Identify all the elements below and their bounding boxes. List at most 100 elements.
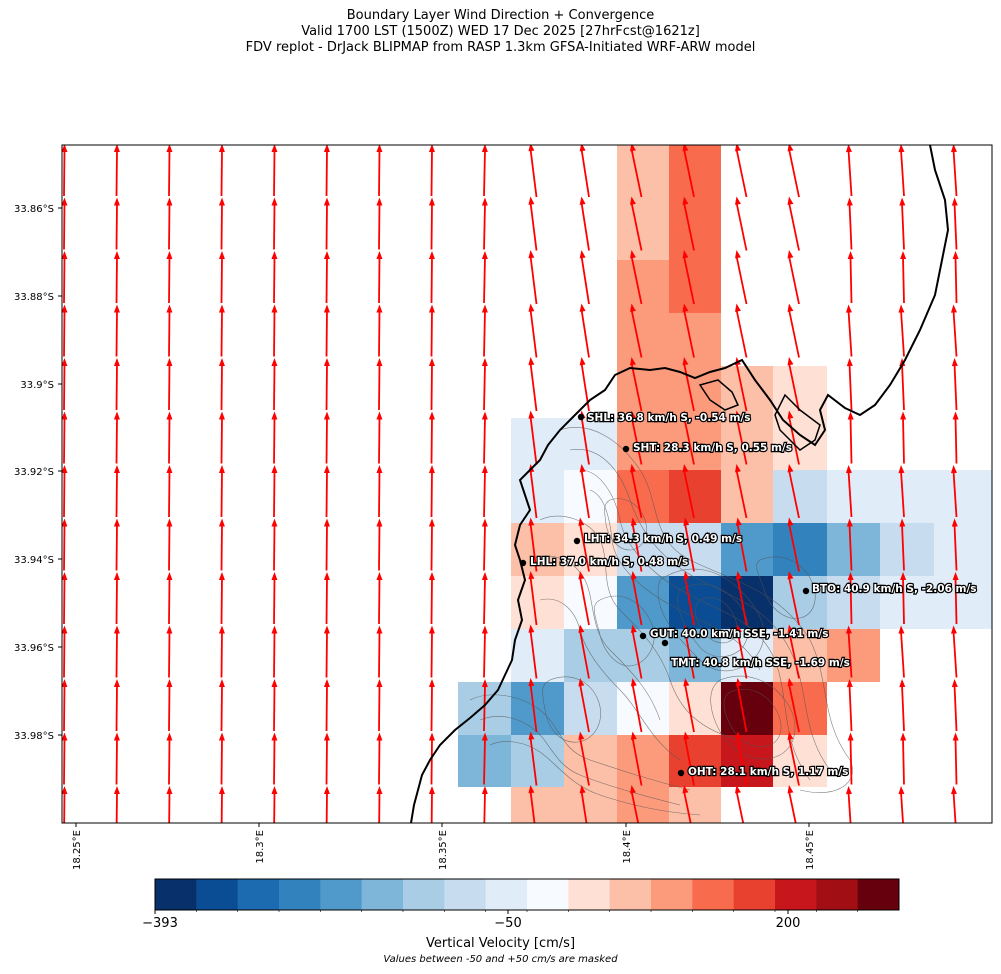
convergence-grid: [458, 145, 992, 823]
grid-cell: [669, 313, 721, 366]
grid-cell: [773, 735, 827, 787]
wind-arrow: [271, 786, 278, 823]
lon-tick-label: 18.45°E: [805, 830, 816, 870]
colorbar-segment: [485, 879, 528, 910]
wind-arrow: [376, 625, 383, 678]
wind-arrow: [735, 731, 748, 786]
wind-arrow: [62, 304, 68, 357]
wind-arrow: [62, 786, 68, 823]
grid-cell: [617, 366, 669, 418]
wind-arrow: [113, 786, 120, 823]
wind-arrow: [682, 145, 695, 198]
wind-arrow: [481, 679, 488, 732]
colorbar-tick-mid: −50: [494, 916, 522, 931]
colorbar-note: Values between -50 and +50 cm/s are mask…: [383, 954, 618, 965]
grid-cell: [934, 576, 992, 629]
wind-arrow: [166, 197, 173, 250]
grid-cell: [617, 260, 669, 313]
wind-arrow: [428, 625, 435, 678]
wind-arrow: [950, 625, 958, 678]
wind-arrow: [845, 465, 853, 518]
station-lht[interactable]: LHT: 34.3 km/h S, 0.49 m/s: [573, 532, 743, 546]
station-label: LHT: 34.3 km/h S, 0.49 m/s: [584, 533, 742, 545]
colorbar-tick-min: −393: [142, 916, 178, 931]
grid-cell: [511, 576, 564, 629]
grid-cell: [617, 682, 669, 735]
wind-arrow: [62, 145, 68, 197]
wind-arrow: [62, 732, 68, 785]
grid-cell: [511, 470, 564, 523]
wind-arrow: [62, 197, 68, 250]
station-lhl[interactable]: LHL: 37.0 km/h S, 0.48 m/s: [519, 555, 689, 569]
grid-cell: [669, 523, 721, 576]
grid-cell: [617, 735, 669, 787]
lat-tick-label: 33.94°S: [14, 555, 54, 566]
wind-arrow: [528, 357, 538, 412]
lat-tick-label: 33.88°S: [14, 292, 54, 303]
wind-arrow: [218, 732, 225, 785]
station-gut[interactable]: GUT: 40.0 km/h SSE, -1.41 m/s: [639, 627, 830, 641]
wind-arrow: [630, 517, 643, 572]
wind-arrow: [682, 410, 695, 465]
wind-arrow: [428, 251, 435, 304]
wind-arrow: [323, 358, 330, 411]
wind-arrow: [950, 145, 958, 197]
station-bto[interactable]: BTO: 40.9 km/h S, -2.06 m/s: [802, 582, 978, 596]
station-shl[interactable]: SHL: 36.8 km/h S, -0.54 m/s: [577, 411, 752, 425]
colorbar-segment: [320, 879, 363, 910]
wind-arrow: [950, 786, 957, 823]
wind-arrow: [428, 145, 435, 197]
grid-cell: [721, 418, 773, 470]
wind-arrow: [218, 411, 225, 464]
wind-arrow: [787, 785, 797, 823]
grid-cell: [880, 470, 934, 523]
wind-arrow: [630, 410, 643, 465]
grid-cell: [827, 576, 880, 629]
wind-arrow: [846, 197, 853, 250]
wind-arrow: [845, 304, 853, 357]
wind-arrow: [271, 251, 278, 304]
wind-arrow: [899, 679, 906, 732]
wind-arrow: [481, 304, 488, 357]
lat-tick-label: 33.96°S: [14, 643, 54, 654]
wind-arrow: [845, 625, 853, 678]
lat-tick-label: 33.98°S: [14, 731, 54, 742]
grid-cell: [880, 576, 934, 629]
grid-cell: [773, 418, 827, 470]
wind-arrow: [113, 732, 120, 785]
plot-frame: [61, 144, 993, 824]
grid-cell: [564, 787, 617, 823]
wind-arrow: [735, 410, 748, 465]
colorbar-segment: [651, 879, 693, 910]
wind-arrow: [271, 679, 278, 732]
wind-arrow: [62, 465, 68, 518]
wind-arrow: [528, 571, 538, 626]
grid-cell: [669, 418, 721, 470]
station-sht[interactable]: SHT: 28.3 km/h S, 0.55 m/s: [622, 441, 793, 455]
station-label: SHL: 36.8 km/h S, -0.54 m/s: [587, 412, 751, 424]
coastline: [410, 145, 950, 823]
wind-arrow: [847, 251, 854, 304]
station-oht[interactable]: OHT: 28.1 km/h S, 1.17 m/s: [677, 765, 850, 779]
grid-cell: [564, 523, 617, 576]
wind-arrow: [376, 679, 383, 732]
wind-arrow: [847, 411, 854, 464]
grid-cell: [773, 682, 827, 735]
wind-arrow: [481, 572, 488, 625]
title-line-2: Valid 1700 LST (1500Z) WED 17 Dec 2025 […: [301, 24, 700, 39]
colorbar-segment: [403, 879, 445, 910]
wind-arrow: [481, 197, 488, 250]
wind-arrow: [481, 358, 488, 411]
wind-arrow: [428, 197, 435, 250]
wind-arrow: [630, 250, 643, 305]
wind-arrow: [630, 464, 643, 519]
station-tmt[interactable]: TMT: 40.8 km/h SSE, -1.69 m/s: [661, 639, 851, 670]
wind-arrow: [630, 145, 643, 198]
wind-arrow: [271, 572, 278, 625]
wind-arrow: [787, 196, 800, 251]
wind-arrow: [578, 517, 590, 572]
wind-arrow: [481, 625, 488, 678]
wind-arrow: [323, 465, 330, 518]
wind-arrow: [62, 625, 68, 678]
